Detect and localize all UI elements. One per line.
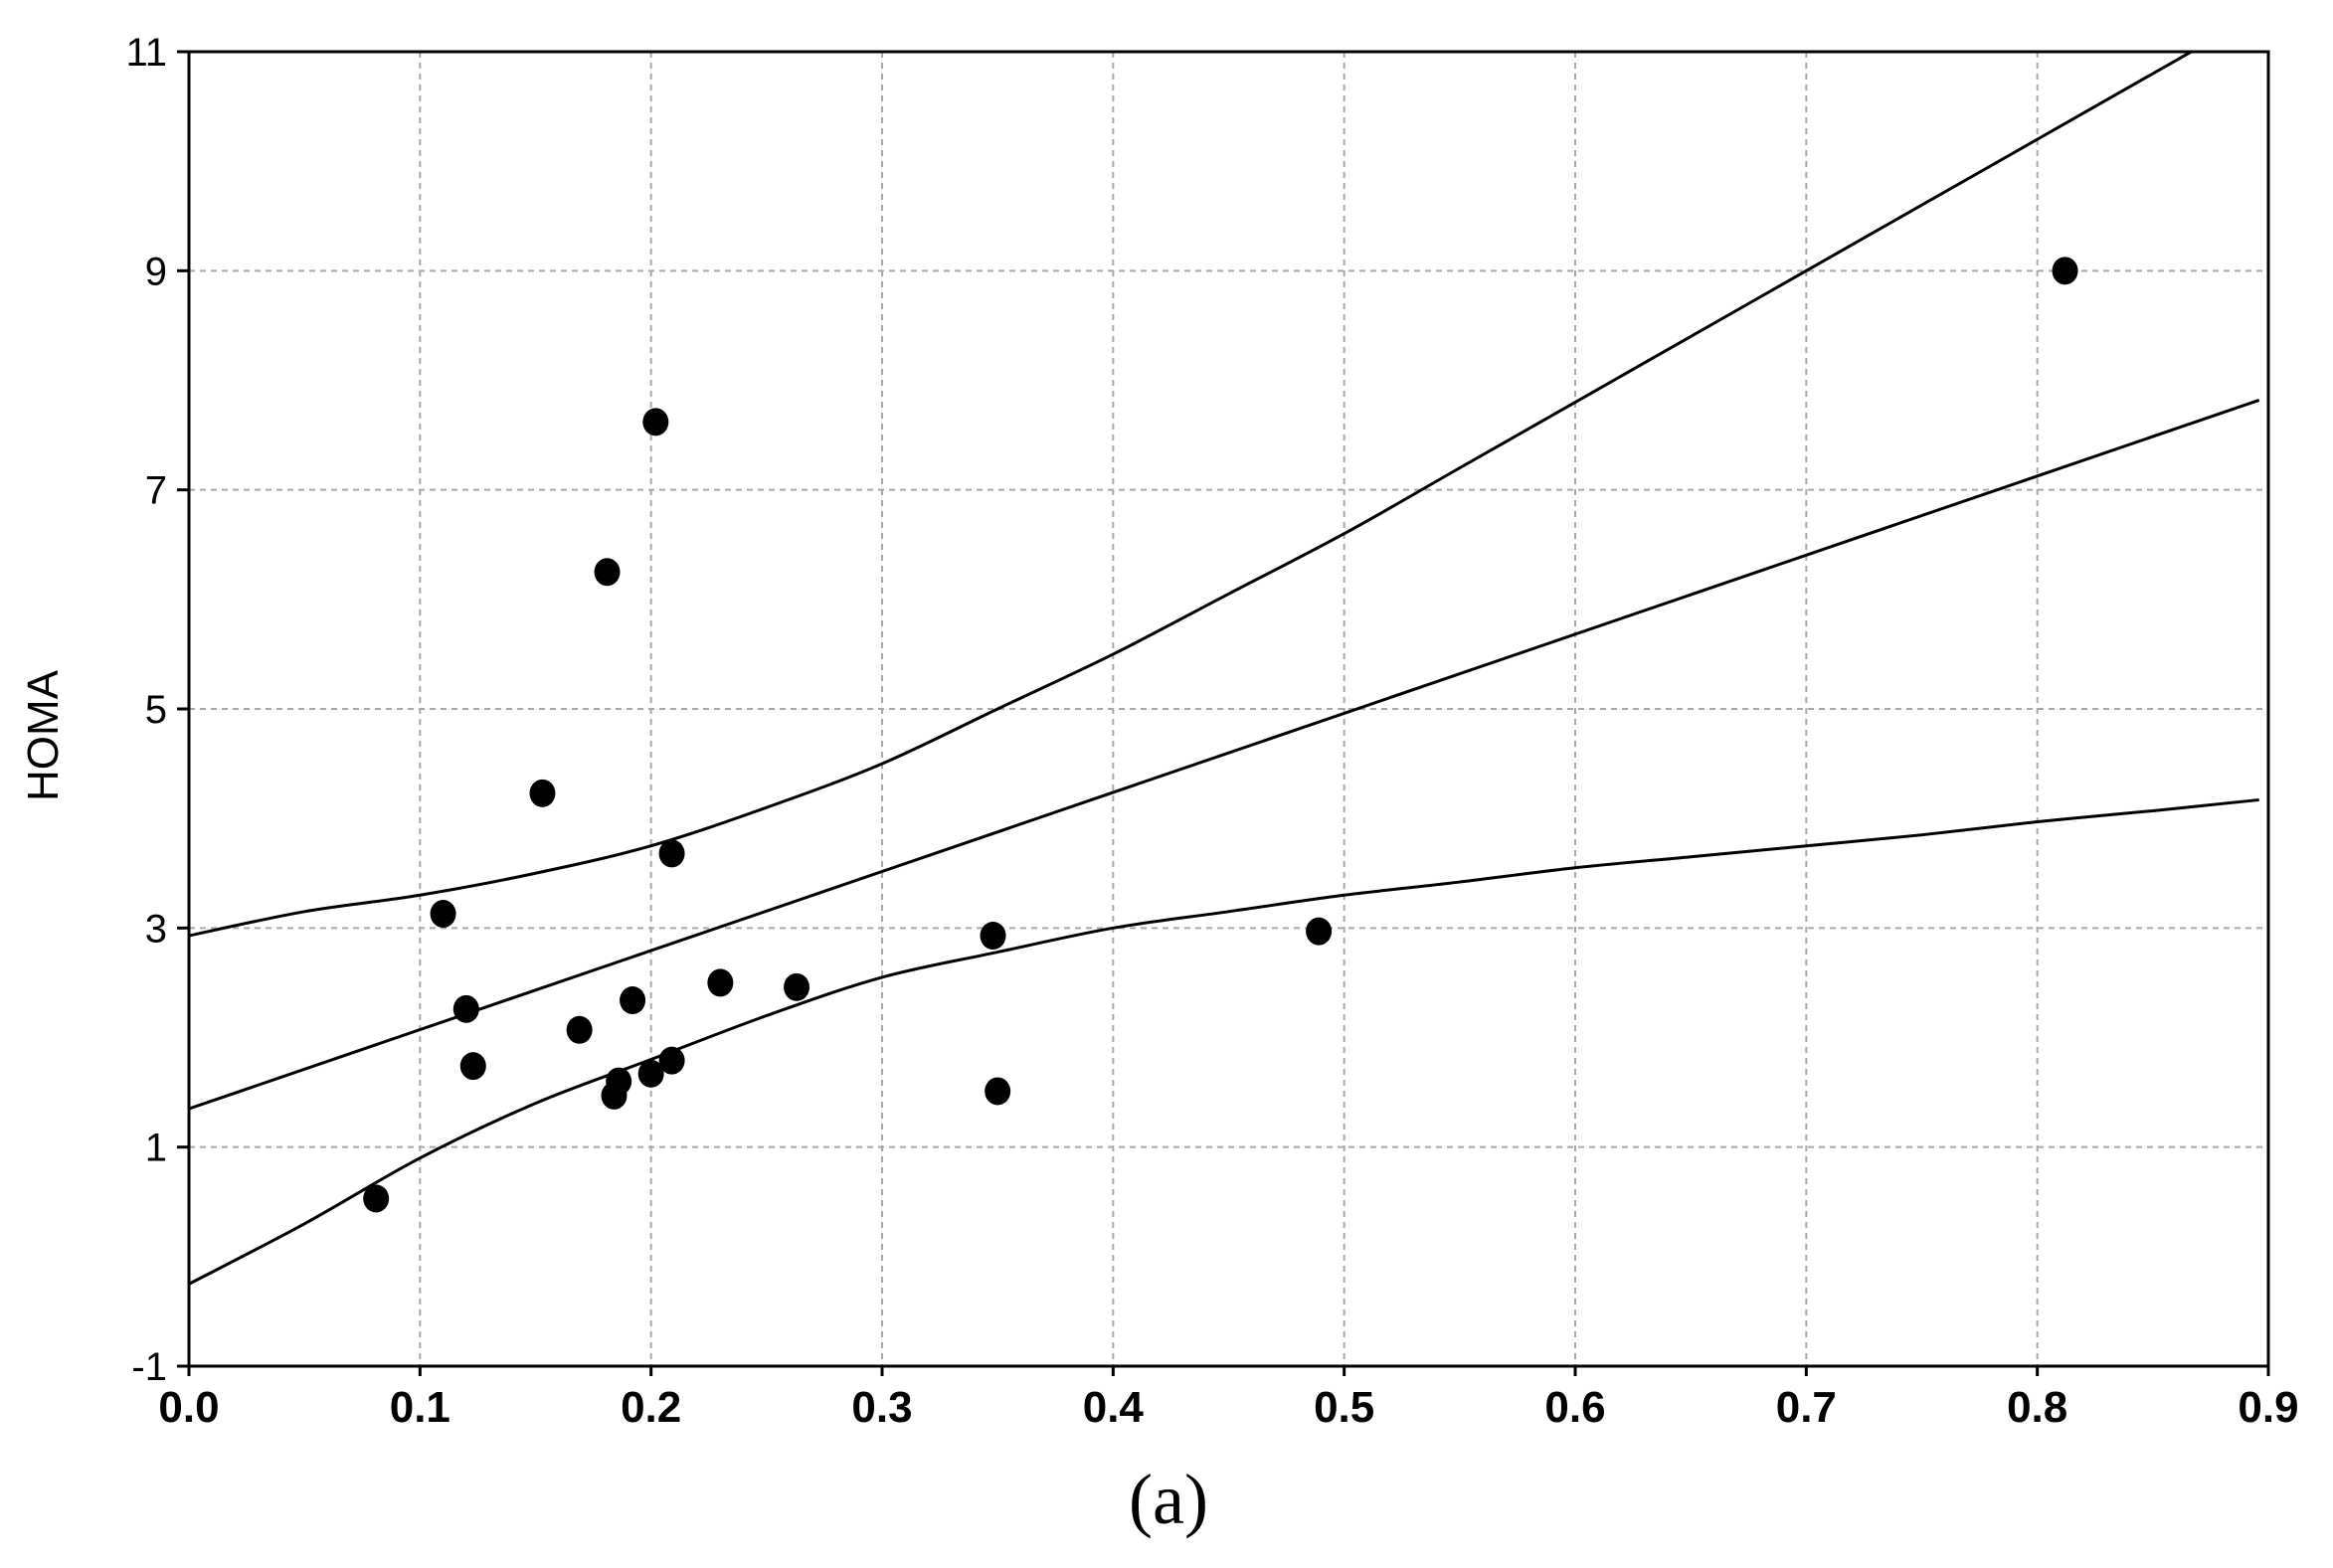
y-tick-label: 1: [145, 1127, 167, 1170]
y-tick-label: -1: [131, 1345, 167, 1389]
y-tick-label: 7: [145, 469, 167, 513]
x-tick-label: 0.6: [1544, 1383, 1605, 1432]
x-tick-label: 0.5: [1314, 1383, 1374, 1432]
grid-lines: [189, 52, 2268, 1366]
x-tick-label: 0.3: [851, 1383, 912, 1432]
lower-confidence-curve: [189, 797, 2259, 1286]
x-tick-label: 0.2: [621, 1383, 681, 1432]
y-axis-label: HOMA: [19, 669, 68, 801]
data-point: [459, 1052, 486, 1081]
data-point: [594, 558, 621, 587]
y-tick-label: 3: [145, 907, 167, 951]
y-tick-label: 9: [145, 250, 167, 293]
data-point: [985, 1077, 1011, 1106]
x-axis: 0.0 0.1 0.2 0.3 0.4 0.5 0.6 0.7 0.8 0.9: [158, 1366, 2299, 1432]
data-point: [430, 900, 456, 929]
data-points: [363, 257, 2078, 1213]
data-point: [566, 1015, 593, 1044]
regression-line: [189, 399, 2260, 1111]
data-point: [642, 408, 669, 436]
data-point: [980, 922, 1006, 951]
x-tick-label: 0.7: [1776, 1383, 1837, 1432]
data-point: [363, 1184, 390, 1213]
data-point: [784, 972, 810, 1001]
regression-curves: [189, 52, 2260, 1286]
y-tick-label: 5: [145, 688, 167, 732]
y-tick-label: 11: [125, 31, 167, 75]
upper-confidence-curve: [189, 52, 2195, 938]
figure-caption: (a): [1129, 1460, 1208, 1539]
y-axis: -1 1 3 5 7 9 11: [125, 31, 189, 1389]
data-point: [620, 986, 646, 1015]
x-tick-label: 0.1: [390, 1383, 450, 1432]
data-point: [529, 779, 556, 807]
data-point: [707, 968, 734, 997]
data-point: [606, 1067, 632, 1096]
x-tick-label: 0.9: [2238, 1383, 2298, 1432]
data-point: [637, 1059, 664, 1088]
x-tick-label: 0.0: [158, 1383, 219, 1432]
data-point: [658, 1046, 685, 1075]
x-tick-label: 0.4: [1083, 1383, 1145, 1432]
data-point: [1306, 917, 1333, 946]
x-tick-label: 0.8: [2007, 1383, 2067, 1432]
data-point: [658, 839, 685, 868]
data-point: [2052, 257, 2078, 285]
data-point: [452, 994, 479, 1023]
